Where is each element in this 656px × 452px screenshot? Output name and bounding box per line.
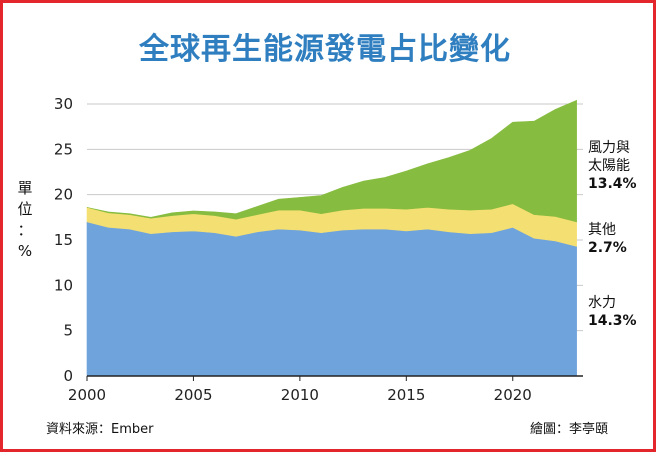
stacked-areas [86,99,577,377]
x-tick-label: 2020 [494,386,532,404]
series-label-value: 2.7% [588,240,627,256]
series-label-name: 太陽能 [588,158,630,174]
y-tick-label: 15 [54,231,73,249]
x-tick-label: 2010 [281,386,319,404]
x-tick-labels: 2000 2005 2010 2015 2020 [68,386,532,404]
y-tick-label: 25 [54,140,73,158]
y-axis-label-char: 位 [17,200,33,218]
series-label-name: 水力 [588,295,616,311]
graphic-credit: 繪圖：李亭頤 [530,422,609,437]
y-axis-label-char: % [17,242,33,260]
x-tick-label: 2005 [174,386,212,404]
area-series [86,221,577,377]
y-axis-label: 單位 ：% [14,178,36,262]
area-series [86,99,577,223]
y-tick-label: 5 [63,322,73,340]
series-label-value: 13.4% [588,176,637,192]
series-label-name: 其他 [588,222,616,238]
x-tick-label: 2000 [68,386,106,404]
y-tick-label: 0 [63,367,73,385]
y-tick-label: 30 [54,95,73,113]
y-axis-label-char: 單 [17,179,33,197]
series-label-value: 14.3% [588,313,637,329]
y-tick-label: 10 [54,276,73,294]
series-label-name: 風力與 [588,140,630,156]
source-note: 資料來源：Ember [46,422,154,437]
axes [86,375,583,381]
y-tick-labels: 0 5 10 15 20 25 30 [54,95,73,385]
x-tick-label: 2015 [387,386,425,404]
y-axis-label-char: ： [17,221,33,239]
y-tick-label: 20 [54,186,73,204]
chart-title: 全球再生能源發電占比變化 [139,32,511,67]
